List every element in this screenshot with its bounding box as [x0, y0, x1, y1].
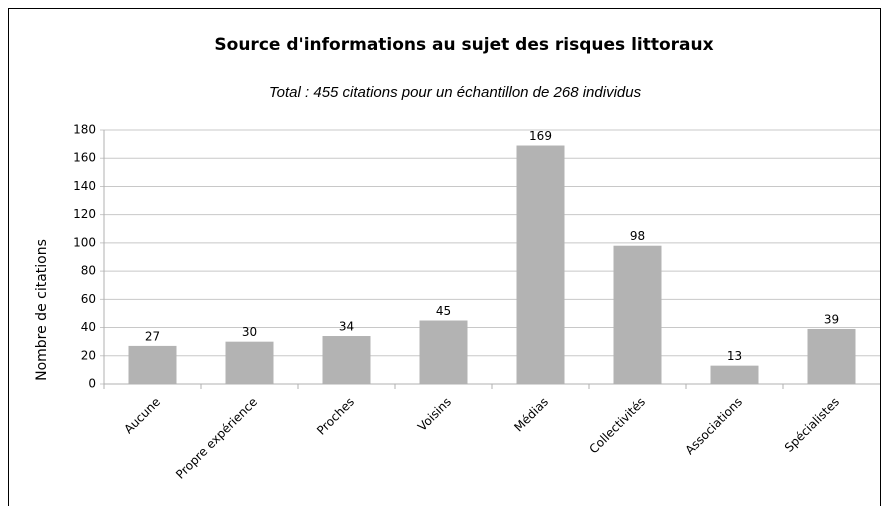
- y-tick-label: 120: [73, 207, 96, 221]
- y-tick-label: 160: [73, 151, 96, 165]
- chart-subtitle: Total : 455 citations pour un échantillo…: [269, 84, 642, 101]
- y-tick-label: 180: [73, 123, 96, 137]
- bar: [516, 145, 565, 384]
- chart-title: Source d'informations au sujet des risqu…: [214, 35, 713, 55]
- y-tick-label: 0: [88, 377, 96, 391]
- bar: [128, 345, 177, 384]
- data-label: 39: [824, 312, 839, 326]
- bar: [419, 320, 468, 384]
- x-tick-label: Propre expérience: [173, 395, 260, 482]
- data-label: 34: [339, 320, 354, 334]
- y-tick-label: 20: [81, 348, 96, 362]
- bar: [710, 365, 759, 384]
- x-tick-label: Spécialistes: [782, 395, 842, 455]
- y-axis-title: Nombre de citations: [34, 239, 50, 381]
- y-tick-label: 80: [81, 264, 96, 278]
- data-label: 169: [529, 129, 552, 143]
- data-label: 98: [630, 229, 645, 243]
- x-tick-label: Médias: [511, 395, 551, 435]
- x-tick-label: Voisins: [415, 395, 454, 434]
- bar: [807, 328, 856, 384]
- bar: [613, 245, 662, 384]
- y-tick-label: 140: [73, 179, 96, 193]
- frame: [8, 8, 881, 506]
- data-label: 45: [436, 304, 451, 318]
- x-tick-label: Collectivités: [586, 395, 648, 457]
- x-tick-label: Aucune: [121, 395, 163, 437]
- x-tick-label: Proches: [314, 395, 357, 438]
- y-tick-label: 40: [81, 320, 96, 334]
- data-label: 27: [145, 329, 160, 343]
- data-label: 30: [242, 325, 257, 339]
- y-tick-label: 60: [81, 292, 96, 306]
- data-label: 13: [727, 349, 742, 363]
- bar: [322, 336, 371, 384]
- bar: [225, 341, 274, 384]
- y-tick-label: 100: [73, 235, 96, 249]
- x-tick-label: Associations: [682, 395, 745, 458]
